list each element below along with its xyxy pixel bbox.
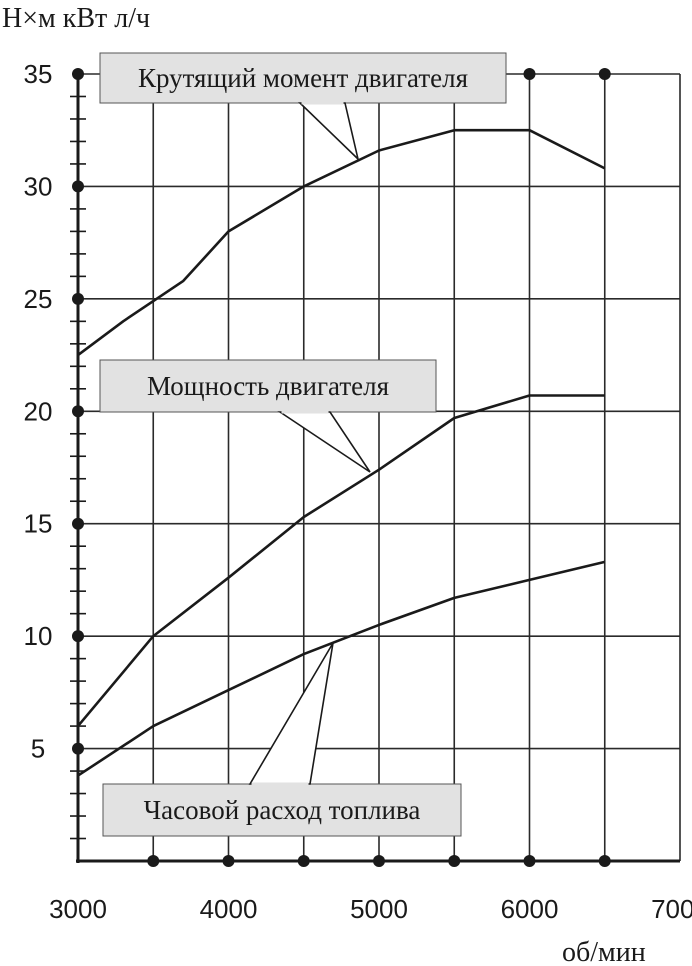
torque-callout: Крутящий момент двигателя <box>99 52 507 162</box>
x-axis-dot <box>598 855 611 867</box>
y-axis-dot <box>72 517 84 530</box>
y-tick-label: 35 <box>24 59 53 89</box>
tick-labels: 5 10 15 20 25 30 35 3000 4000 5000 6000 7000 <box>24 59 692 924</box>
power-curve <box>77 394 605 727</box>
y-tick-label: 30 <box>24 171 53 201</box>
x-axis-dot <box>147 855 160 867</box>
callouts: Крутящий момент двигателя Мощность двигат… <box>99 52 507 837</box>
power-callout: Мощность двигателя <box>99 359 437 473</box>
torque-callout-label: Крутящий момент двигателя <box>138 63 468 93</box>
x-axis-dot <box>448 855 461 867</box>
x-axis-units: об/мин <box>562 937 646 966</box>
x-tick-label: 6000 <box>501 894 559 924</box>
y-axis-dot <box>72 68 84 80</box>
power-callout-box <box>99 359 437 413</box>
torque-curve <box>77 128 606 357</box>
x-axis-dot <box>222 855 235 867</box>
fuel-callout-box <box>102 783 462 837</box>
y-tick-label: 25 <box>24 284 53 314</box>
top-dot <box>598 68 611 80</box>
y-axis-dot <box>72 405 84 418</box>
grid <box>78 73 681 861</box>
x-tick-label: 3000 <box>49 894 107 924</box>
fuel-callout-pointer <box>248 642 334 785</box>
y-tick-label: 20 <box>24 396 53 426</box>
y-axis-dot <box>72 630 84 643</box>
x-axis-dot <box>373 855 385 867</box>
y-tick-label: 15 <box>24 509 53 539</box>
y-tick-label: 10 <box>24 621 53 651</box>
y-axis-dot <box>72 292 84 305</box>
axes <box>70 68 680 867</box>
y-axis-dot <box>72 180 84 193</box>
curves <box>77 128 606 777</box>
x-tick-label: 5000 <box>350 894 408 924</box>
x-axis-dot <box>523 855 536 867</box>
y-tick-label: 5 <box>31 734 45 764</box>
torque-callout-pointer <box>298 102 360 162</box>
x-axis-dot <box>297 855 310 867</box>
top-dot <box>523 68 536 80</box>
x-tick-label: 7000 <box>651 894 692 924</box>
fuel-callout-label: Часовой расход топлива <box>144 795 421 825</box>
power-callout-pointer <box>277 411 371 473</box>
y-axis-units: Н×м кВт л/ч <box>2 3 150 34</box>
power-callout-label: Мощность двигателя <box>147 371 389 401</box>
torque-callout-box <box>99 52 507 104</box>
x-tick-label: 4000 <box>200 894 258 924</box>
fuel-consumption-curve <box>77 560 606 777</box>
fuel-callout: Часовой расход топлива <box>102 642 462 837</box>
y-axis-dot <box>72 742 84 755</box>
